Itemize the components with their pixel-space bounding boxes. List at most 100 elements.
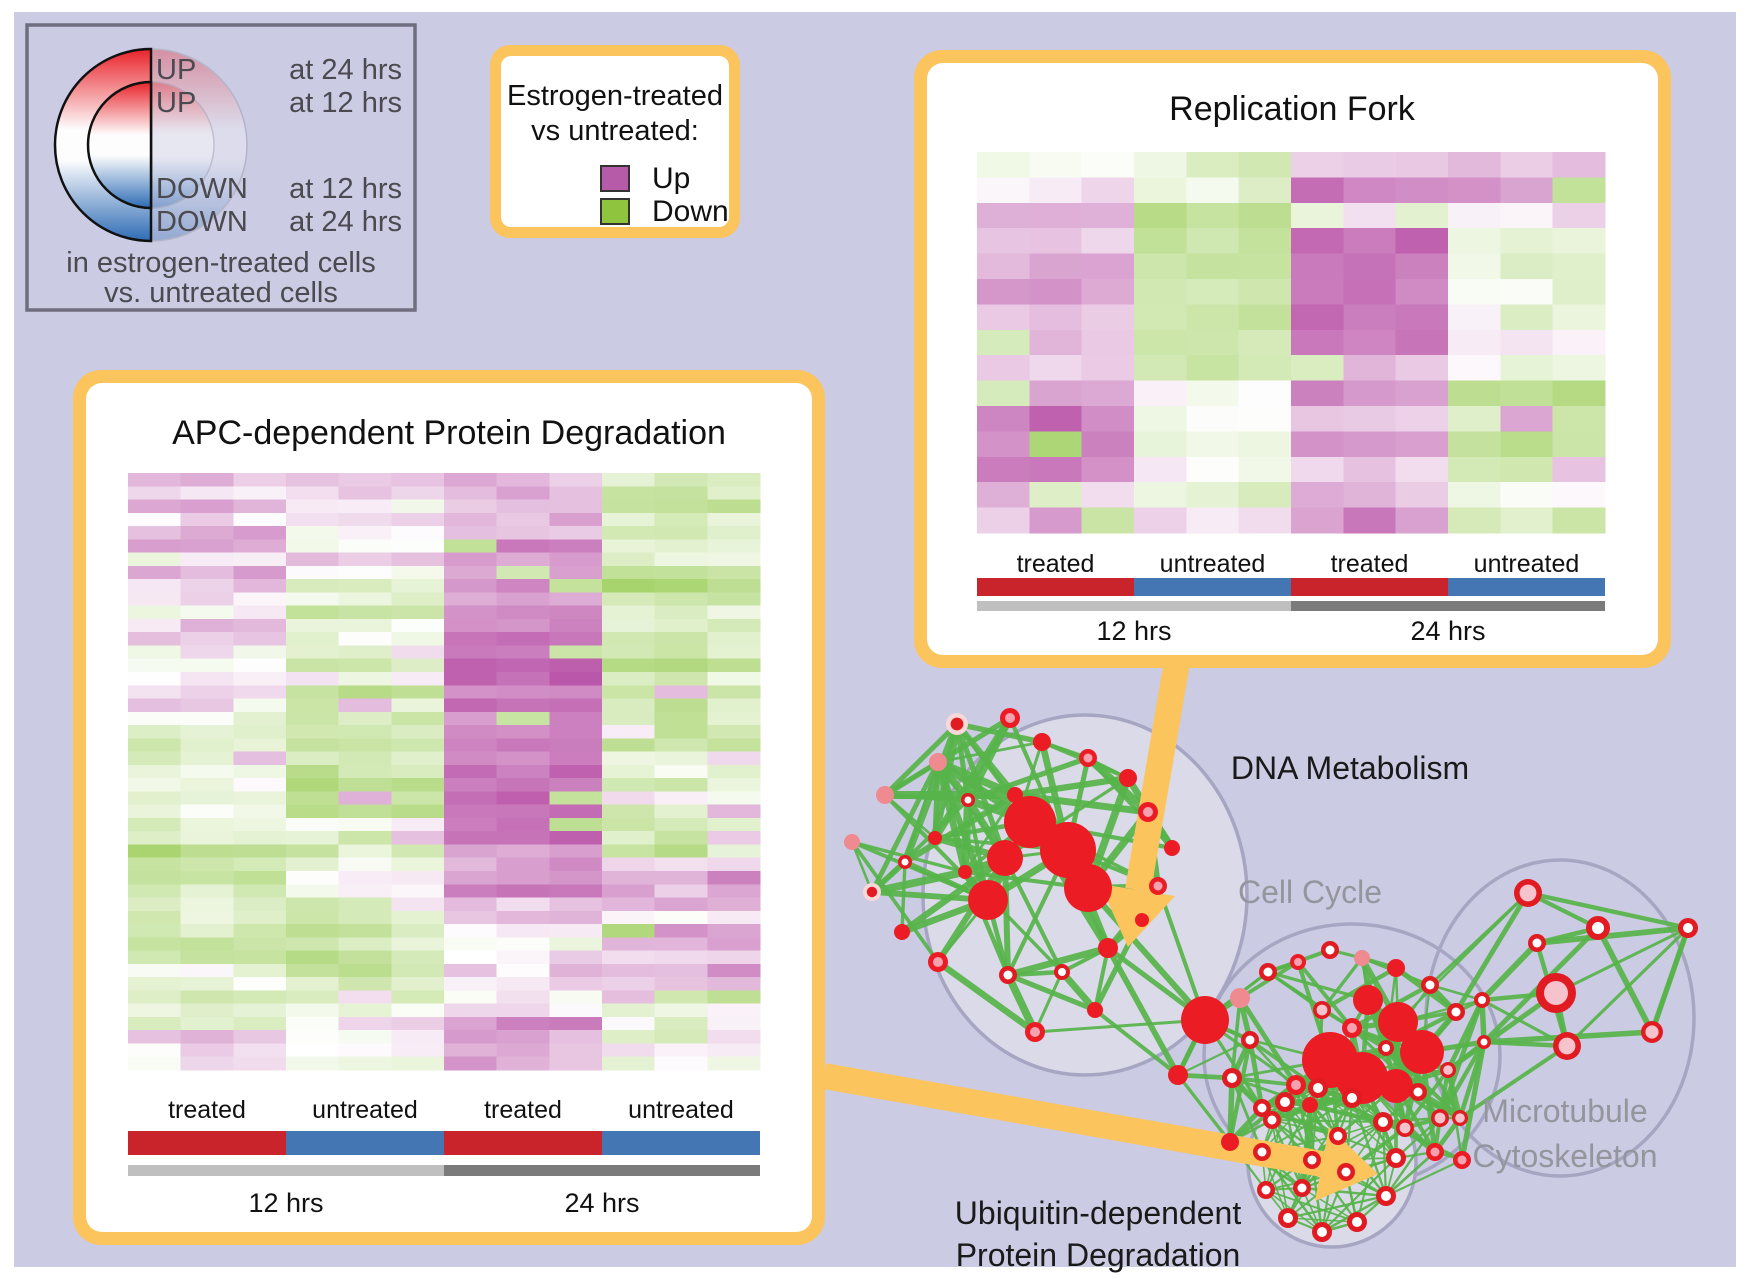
- network-edge: [1397, 892, 1529, 1023]
- heatmap-cell: [1395, 202, 1449, 229]
- heatmap-cell: [707, 473, 761, 487]
- heatmap-cell: [549, 685, 603, 700]
- heatmap-cell: [1552, 279, 1606, 305]
- heatmap-cell: [180, 1016, 234, 1031]
- heatmap-cell: [233, 711, 287, 726]
- ring-legend-state-0: UP: [156, 54, 196, 86]
- heatmap-cell: [1186, 482, 1240, 509]
- heatmap-cell: [707, 711, 761, 726]
- heatmap-cell: [180, 632, 234, 647]
- network-node-center: [1352, 1217, 1362, 1227]
- heatmap-cell: [707, 618, 761, 633]
- heatmap-cell: [391, 486, 445, 501]
- heatmap-cell: [286, 725, 340, 739]
- apc-panel-title: APC-dependent Protein Degradation: [172, 414, 726, 452]
- heatmap-cell: [602, 632, 656, 647]
- network-edge: [1438, 1040, 1486, 1120]
- network-edge: [1385, 1150, 1436, 1198]
- network-edge: [869, 760, 941, 894]
- heatmap-cell: [1186, 152, 1240, 178]
- heatmap-cell: [496, 592, 550, 607]
- heatmap-cell: [707, 1056, 761, 1071]
- heatmap-cell: [549, 857, 603, 872]
- heatmap-cell: [549, 473, 603, 487]
- ring-legend-state-1: UP: [156, 87, 196, 119]
- heatmap-cell: [602, 1043, 656, 1058]
- heatmap-cell: [1081, 406, 1135, 432]
- heatmap-cell: [1552, 380, 1606, 407]
- heatmap-cell: [128, 924, 182, 938]
- rf-panel-title: Replication Fork: [1169, 90, 1416, 128]
- heatmap-cell: [1343, 329, 1397, 356]
- heatmap-cell: [286, 897, 340, 912]
- heatmap-cell: [1081, 482, 1135, 509]
- heatmap-cell: [391, 565, 445, 580]
- network-node-center: [1378, 1117, 1388, 1127]
- heatmap-cell: [1238, 279, 1292, 305]
- heatmap-cell: [654, 1030, 708, 1045]
- heatmap-cell: [1134, 406, 1187, 432]
- heatmap-cell: [233, 751, 287, 766]
- heatmap-cell: [549, 711, 603, 726]
- heatmap-cell: [1029, 202, 1083, 229]
- heatmap-cell: [654, 645, 708, 660]
- heatmap-cell: [233, 1003, 287, 1018]
- heatmap-cell: [128, 831, 182, 846]
- network-edge: [884, 793, 936, 840]
- heatmap-cell: [602, 924, 656, 938]
- heatmap-cell: [180, 1056, 234, 1071]
- heatmap-cell: [1500, 329, 1554, 356]
- ring-legend-time-1: at 12 hrs: [289, 87, 402, 119]
- heatmap-cell: [128, 725, 182, 739]
- heatmap-cell: [654, 512, 708, 527]
- heatmap-cell: [1552, 177, 1606, 204]
- heatmap-cell: [1291, 304, 1344, 331]
- heatmap-cell: [549, 751, 603, 766]
- heatmap-cell: [496, 857, 550, 872]
- heatmap-cell: [286, 871, 340, 885]
- heatmap-cell: [338, 751, 392, 766]
- heatmap-cell: [286, 1016, 340, 1031]
- heatmap-cell: [707, 1030, 761, 1045]
- heatmap-cell: [233, 804, 287, 819]
- heatmap-cell: [128, 632, 182, 647]
- heatmap-cell: [549, 552, 603, 567]
- heatmap-cell: [654, 711, 708, 726]
- heatmap-cell: [602, 658, 656, 673]
- network-node-center: [1399, 1122, 1411, 1134]
- heatmap-cell: [1395, 431, 1449, 458]
- heatmap-cell: [496, 844, 550, 859]
- heatmap-cell: [180, 592, 234, 607]
- heatmap-cell: [1081, 507, 1135, 534]
- heatmap-cell: [233, 499, 287, 514]
- time-bar: [1291, 601, 1605, 611]
- heatmap-cell: [1291, 177, 1344, 204]
- heatmap-cell: [602, 1016, 656, 1031]
- heatmap-cell: [180, 937, 234, 952]
- heatmap-cell: [444, 552, 498, 567]
- heatmap-cell: [128, 844, 182, 859]
- heatmap-cell: [286, 950, 340, 965]
- heatmap-cell: [496, 817, 550, 832]
- time-label: 24 hrs: [1410, 616, 1485, 646]
- heatmap-cell: [602, 937, 656, 952]
- heatmap-cell: [549, 844, 603, 859]
- network-edge: [1231, 1076, 1297, 1087]
- heatmap-cell: [180, 605, 234, 620]
- heatmap-cell: [233, 685, 287, 700]
- ring-legend-time-0: at 24 hrs: [289, 54, 402, 86]
- heatmap-cell: [233, 924, 287, 938]
- heatmap-cell: [602, 645, 656, 660]
- heatmap-cell: [338, 632, 392, 647]
- heatmap-cell: [707, 1043, 761, 1058]
- heatmap-cell: [496, 778, 550, 792]
- network-edge: [1177, 1038, 1251, 1077]
- heatmap-cell: [1081, 177, 1135, 204]
- ring-legend-box: [25, 23, 417, 312]
- heatmap-cell: [180, 791, 234, 806]
- apc-panel: APC-dependent Protein Degradation treate…: [73, 370, 825, 1245]
- heatmap-cell: [654, 698, 708, 713]
- heatmap-cell: [602, 884, 656, 899]
- heatmap-cell: [1081, 456, 1135, 483]
- heatmap-cell: [707, 778, 761, 792]
